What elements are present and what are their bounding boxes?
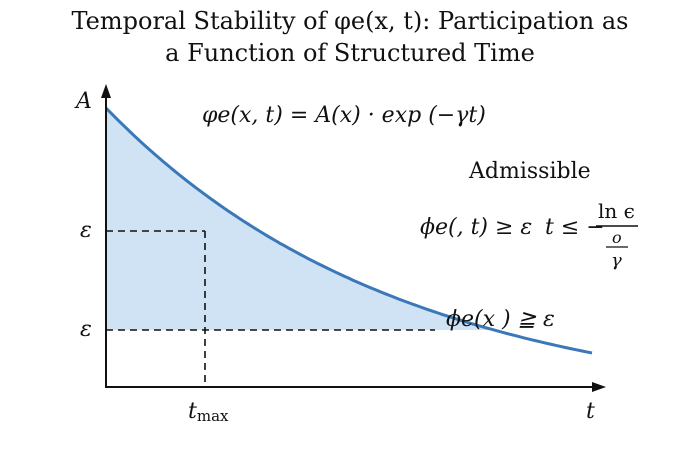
fraction-denominator-2: γ	[611, 250, 622, 271]
chart-title-line-2: a Function of Structured Time	[165, 39, 535, 67]
chart-title-line-1: Temporal Stability of φe(x, t): Particip…	[71, 7, 629, 35]
area-under-curve	[106, 108, 495, 331]
fraction-numerator: ln ϵ	[598, 199, 635, 223]
admissible-label: Admissible	[468, 159, 591, 184]
x-axis-label: t	[586, 399, 595, 424]
y-tick-label-upper: ε	[80, 218, 92, 243]
fraction-denominator-1: o	[612, 228, 622, 247]
x-axis-arrowhead	[592, 382, 606, 392]
decay-curve	[104, 106, 593, 355]
threshold-annotation: ϕe(x ) ≧ ε	[446, 307, 555, 332]
condition-rhs: t ≤ −	[545, 215, 605, 240]
formula-annotation: φe(x, t) = A(x) · exp (−γt)	[202, 103, 486, 128]
y-tick-label-lower: ε	[80, 317, 92, 342]
condition-lhs: ϕe(, t) ≥ ε	[420, 215, 532, 240]
y-axis-label: A	[74, 89, 92, 114]
x-tick-label-tmax: tmax	[188, 399, 229, 425]
y-axis-arrowhead	[101, 84, 111, 98]
